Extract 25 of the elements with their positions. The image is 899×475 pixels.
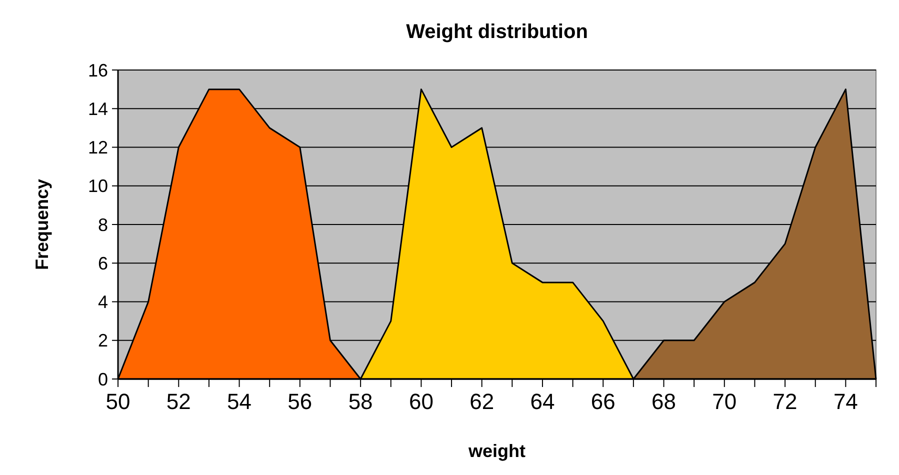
- x-tick-label: 52: [166, 389, 191, 414]
- y-axis-title: Frequency: [32, 178, 52, 270]
- x-tick-label: 68: [652, 389, 676, 414]
- y-tick-label: 2: [98, 330, 108, 351]
- x-axis-title: weight: [468, 441, 526, 461]
- x-tick-label: 58: [348, 389, 373, 414]
- y-tick-label: 8: [98, 214, 108, 235]
- y-tick-label: 4: [98, 292, 108, 312]
- y-tick-label: 16: [88, 60, 108, 80]
- y-tick-label: 6: [98, 253, 108, 274]
- x-tick-label: 72: [772, 389, 798, 414]
- x-tick-label: 64: [530, 389, 555, 414]
- y-tick-label: 14: [88, 98, 108, 119]
- y-tick-label: 0: [98, 369, 108, 390]
- x-tick-label: 66: [590, 389, 616, 414]
- x-tick-label: 70: [712, 389, 737, 414]
- x-tick-label: 74: [833, 389, 858, 414]
- x-tick-label: 62: [470, 389, 494, 414]
- x-tick-label: 60: [408, 389, 434, 414]
- x-tick-label: 54: [227, 389, 252, 414]
- x-tick-label: 50: [106, 389, 130, 414]
- y-tick-label: 12: [88, 138, 108, 158]
- y-tick-label: 10: [88, 176, 108, 196]
- x-tick-label: 56: [288, 389, 312, 414]
- chart-title: Weight distribution: [406, 21, 588, 43]
